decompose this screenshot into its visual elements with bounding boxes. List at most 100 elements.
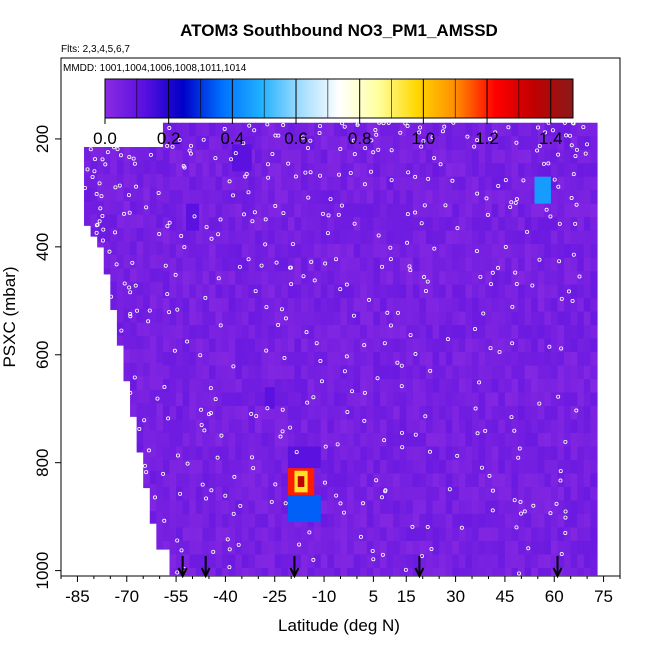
- heatmap-cell: [182, 540, 190, 556]
- heatmap-cell: [333, 500, 342, 515]
- heatmap-cell: [412, 554, 421, 569]
- sample-point: [395, 360, 400, 365]
- heatmap-cell: [360, 500, 368, 515]
- sample-point: [303, 170, 308, 175]
- sample-point: [370, 549, 375, 554]
- heatmap-cell: [570, 379, 578, 394]
- heatmap-cell: [347, 284, 355, 299]
- heatmap-cell: [314, 379, 322, 394]
- sample-point: [493, 130, 498, 135]
- heatmap-cell: [301, 338, 309, 353]
- heatmap-cell: [511, 379, 519, 394]
- heatmap-cell: [314, 257, 322, 272]
- heatmap-cell: [333, 473, 342, 488]
- heatmap-cell: [570, 554, 578, 569]
- heatmap-cell: [577, 392, 585, 407]
- sample-point: [514, 525, 519, 530]
- heatmap-cell: [294, 311, 302, 326]
- heatmap-cell: [498, 217, 506, 232]
- heatmap-cell: [97, 160, 105, 175]
- heatmap-cell: [215, 149, 223, 164]
- heatmap-cell: [570, 338, 578, 353]
- heatmap-cell: [130, 241, 138, 256]
- heatmap-cell: [498, 459, 506, 475]
- heatmap-cell: [550, 379, 559, 394]
- heatmap-cell: [485, 527, 493, 542]
- heatmap-cell: [169, 230, 177, 245]
- heatmap-cell: [136, 349, 144, 364]
- heatmap-cell: [491, 190, 499, 205]
- heatmap-cell: [550, 365, 559, 380]
- heatmap-cell: [544, 298, 552, 313]
- heatmap-cell: [195, 352, 203, 367]
- heatmap-cell: [241, 406, 250, 421]
- heatmap-cell: [504, 149, 513, 164]
- heatmap-cell: [439, 365, 447, 380]
- heatmap-cell: [143, 322, 151, 337]
- heatmap-cell: [333, 554, 342, 569]
- heatmap-cell: [406, 486, 414, 502]
- heatmap-cell: [189, 392, 197, 407]
- heatmap-cell: [570, 298, 578, 313]
- heatmap-cell: [373, 190, 381, 205]
- heatmap-cell: [393, 122, 401, 137]
- sample-point: [514, 281, 519, 286]
- heatmap-cell: [110, 308, 118, 311]
- heatmap-cell: [208, 257, 217, 272]
- heatmap-cell: [84, 200, 92, 216]
- heatmap-cell: [169, 298, 177, 313]
- heatmap-cell: [294, 284, 302, 299]
- sample-point: [423, 288, 428, 293]
- colorbar-ticks: 0.0 0.2 0.4 0.6 0.8 1.0 1.2 1.4: [93, 79, 563, 148]
- sample-point: [571, 252, 576, 257]
- heatmap-cell: [248, 190, 256, 205]
- heatmap-cell: [577, 122, 585, 137]
- heatmap-cell: [136, 174, 144, 189]
- heatmap-cell: [366, 311, 374, 326]
- heatmap-cell: [498, 325, 506, 340]
- heatmap-cell: [478, 325, 486, 340]
- heatmap-cell: [281, 379, 289, 394]
- heatmap-cell: [406, 419, 414, 434]
- heatmap-cell: [366, 352, 374, 367]
- heatmap-cell: [379, 513, 388, 529]
- heatmap-cell: [215, 433, 223, 448]
- heatmap-cell: [537, 365, 545, 380]
- sample-point: [241, 141, 246, 146]
- heatmap-cell: [281, 244, 289, 259]
- heatmap-highlight: [297, 476, 305, 487]
- heatmap-cell: [485, 284, 493, 299]
- heatmap-cell: [333, 352, 342, 367]
- heatmap-cell: [189, 284, 197, 299]
- heatmap-cell: [268, 473, 276, 488]
- heatmap-cell: [320, 325, 328, 340]
- heatmap-cell: [241, 271, 250, 286]
- sample-point: [396, 310, 401, 315]
- heatmap-cell: [235, 136, 243, 151]
- heatmap-cell: [274, 230, 282, 245]
- heatmap-cell: [248, 284, 256, 299]
- heatmap-cell: [123, 254, 131, 270]
- colorbar-tick-label: 1.2: [475, 129, 499, 148]
- heatmap-cell: [307, 163, 315, 178]
- sample-point: [432, 156, 437, 161]
- sample-point: [113, 185, 118, 190]
- sample-point: [317, 130, 322, 135]
- heatmap-cell: [182, 230, 190, 245]
- heatmap-cell: [149, 484, 157, 499]
- heatmap-cell: [511, 486, 519, 502]
- heatmap-cell: [176, 190, 184, 205]
- heatmap-cell: [432, 486, 440, 502]
- sample-point: [487, 473, 492, 478]
- heatmap-cell: [570, 473, 578, 488]
- heatmap-cell: [353, 298, 361, 313]
- sample-point: [554, 501, 559, 506]
- heatmap-cell: [182, 473, 190, 488]
- heatmap-cell: [419, 203, 427, 218]
- heatmap-cell: [281, 446, 289, 461]
- heatmap-cell: [274, 136, 282, 151]
- heatmap-cell: [156, 443, 164, 458]
- heatmap-cell: [386, 433, 394, 448]
- heatmap-cell: [537, 338, 545, 353]
- heatmap-cell: [406, 365, 414, 380]
